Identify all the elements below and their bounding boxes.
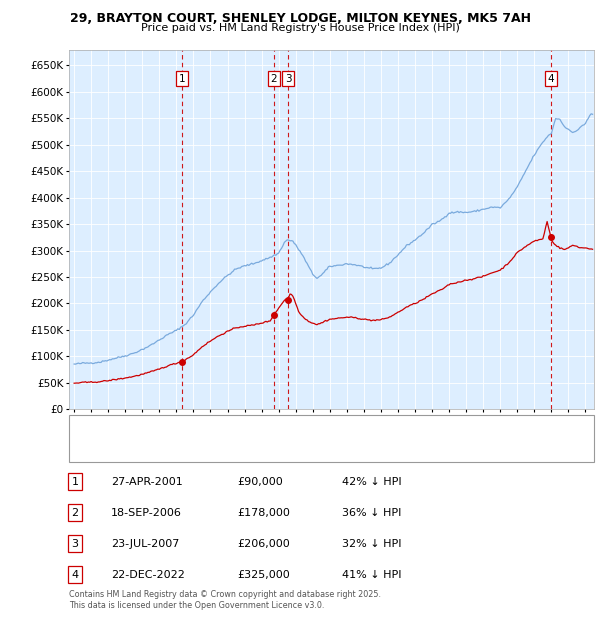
Text: 41% ↓ HPI: 41% ↓ HPI	[342, 570, 401, 580]
Text: 2: 2	[271, 74, 277, 84]
Text: 27-APR-2001: 27-APR-2001	[111, 477, 183, 487]
Text: £178,000: £178,000	[237, 508, 290, 518]
Text: 29, BRAYTON COURT, SHENLEY LODGE, MILTON KEYNES, MK5 7AH (detached house): 29, BRAYTON COURT, SHENLEY LODGE, MILTON…	[114, 424, 512, 433]
Text: 29, BRAYTON COURT, SHENLEY LODGE, MILTON KEYNES, MK5 7AH: 29, BRAYTON COURT, SHENLEY LODGE, MILTON…	[70, 12, 530, 25]
Text: 4: 4	[71, 570, 79, 580]
Text: 42% ↓ HPI: 42% ↓ HPI	[342, 477, 401, 487]
Text: HPI: Average price, detached house, Milton Keynes: HPI: Average price, detached house, Milt…	[114, 445, 356, 453]
Text: £325,000: £325,000	[237, 570, 290, 580]
Text: 3: 3	[71, 539, 79, 549]
Text: Contains HM Land Registry data © Crown copyright and database right 2025.: Contains HM Land Registry data © Crown c…	[69, 590, 381, 600]
Text: Price paid vs. HM Land Registry's House Price Index (HPI): Price paid vs. HM Land Registry's House …	[140, 23, 460, 33]
Text: 4: 4	[548, 74, 554, 84]
Text: 3: 3	[285, 74, 292, 84]
Text: 18-SEP-2006: 18-SEP-2006	[111, 508, 182, 518]
Text: 23-JUL-2007: 23-JUL-2007	[111, 539, 179, 549]
Text: 2: 2	[71, 508, 79, 518]
Text: 1: 1	[179, 74, 185, 84]
Text: 36% ↓ HPI: 36% ↓ HPI	[342, 508, 401, 518]
Text: £90,000: £90,000	[237, 477, 283, 487]
Text: 1: 1	[71, 477, 79, 487]
Text: 22-DEC-2022: 22-DEC-2022	[111, 570, 185, 580]
Text: This data is licensed under the Open Government Licence v3.0.: This data is licensed under the Open Gov…	[69, 601, 325, 611]
Text: 32% ↓ HPI: 32% ↓ HPI	[342, 539, 401, 549]
Text: £206,000: £206,000	[237, 539, 290, 549]
